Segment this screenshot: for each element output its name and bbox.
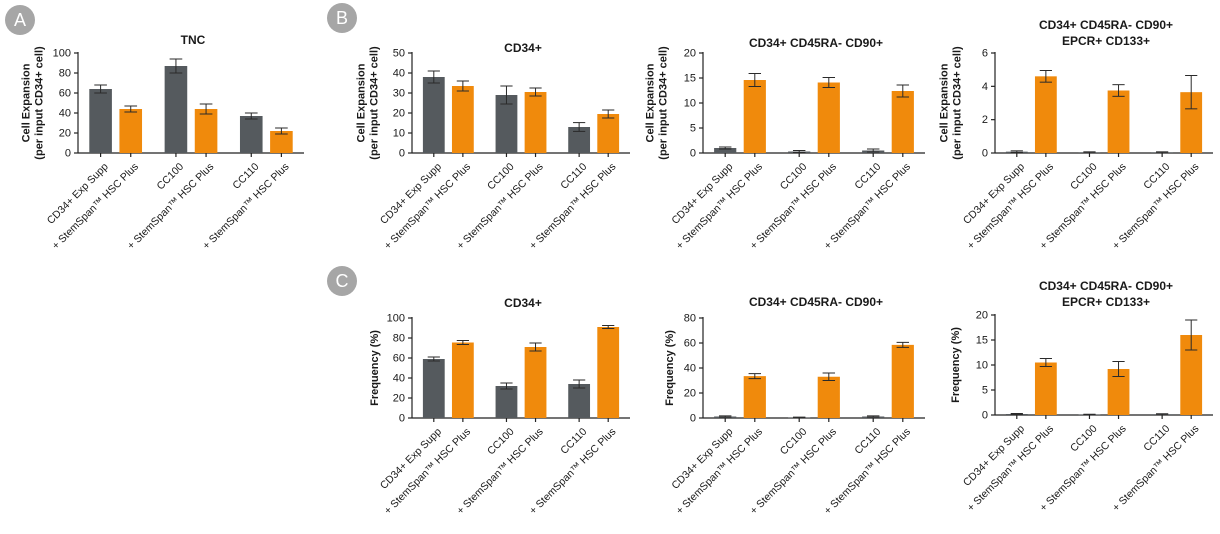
y-axis-label: Frequency (%) (369, 330, 381, 406)
y-tick-label: 50 (393, 48, 405, 60)
bar (495, 386, 518, 418)
y-tick-label: 0 (982, 410, 988, 422)
bar (422, 77, 445, 153)
chart-b-cd90: CD34+ CD45RA- CD90+ Cell Expansion (per in… (644, 36, 925, 252)
y-tick-label: 30 (393, 88, 405, 100)
bar (89, 89, 112, 153)
y-tick-label: 80 (59, 68, 71, 80)
y-tick-label: 20 (393, 108, 405, 120)
y-tick-label: 2 (982, 114, 988, 126)
y-tick-label: 0 (65, 148, 71, 160)
bar (1180, 335, 1203, 415)
y-tick-label: 4 (982, 81, 988, 93)
bar (568, 127, 591, 153)
y-tick-label: 40 (684, 363, 696, 375)
bar (891, 91, 914, 153)
y-tick-label: 10 (976, 360, 988, 372)
bar (597, 114, 620, 153)
bar (524, 347, 547, 418)
bar (1034, 362, 1057, 415)
bar (568, 384, 591, 418)
bar (524, 92, 547, 153)
bar (891, 344, 914, 418)
y-axis-label: Frequency (%) (950, 327, 962, 403)
y-tick-label: 5 (982, 385, 988, 397)
y-tick-label: 0 (982, 148, 988, 160)
y-axis-label: Cell Expansion (20, 63, 32, 142)
y-tick-label: 10 (393, 128, 405, 140)
y-tick-label: 40 (393, 68, 405, 80)
bar (817, 376, 840, 418)
y-tick-label: 15 (976, 335, 988, 347)
y-tick-label: 0 (690, 413, 696, 425)
chart-b-cd34: CD34+ Cell Expansion (per input CD34+ cell… (355, 41, 630, 252)
chart-b-epcr: CD34+ CD45RA- CD90+ EPCR+ CD133+ Cell Expa… (938, 18, 1213, 252)
bar (1107, 90, 1130, 153)
bar (743, 80, 766, 153)
y-tick-label: 20 (684, 388, 696, 400)
y-tick-label: 15 (684, 73, 696, 85)
y-tick-label: 0 (690, 148, 696, 160)
bar (164, 66, 188, 153)
bar (119, 109, 143, 153)
bar (451, 86, 474, 153)
y-axis-label: (per input CD34+ cell) (33, 46, 45, 160)
y-tick-label: 80 (684, 313, 696, 325)
bar (1107, 369, 1130, 415)
bar (495, 95, 518, 153)
chart-title: CD34+ (504, 296, 542, 310)
y-axis-label: Cell Expansion (644, 63, 656, 142)
y-tick-label: 20 (976, 310, 988, 322)
chart-c-cd90: CD34+ CD45RA- CD90+ Frequency (%) 0 20 40 60 8… (664, 295, 925, 517)
chart-a-tnc: TNC Cell Expansion (per input CD34+ cell) 0… (20, 33, 304, 252)
chart-title: CD34+ CD45RA- CD90+ (1039, 18, 1173, 32)
chart-title: TNC (181, 33, 206, 47)
y-tick-label: 60 (393, 353, 405, 365)
chart-title: CD34+ CD45RA- CD90+ (749, 295, 883, 309)
bar (743, 376, 766, 418)
bar (270, 131, 293, 153)
chart-title: EPCR+ CD133+ (1062, 34, 1150, 48)
y-tick-label: 40 (393, 373, 405, 385)
y-axis-label: Cell Expansion (355, 63, 367, 142)
bar (817, 82, 840, 153)
panel-badge-a: A (5, 5, 35, 35)
y-tick-label: 60 (684, 338, 696, 350)
y-tick-label: 0 (399, 413, 405, 425)
chart-title: EPCR+ CD133+ (1062, 295, 1150, 309)
y-axis-label: (per input CD34+ cell) (368, 46, 380, 160)
y-tick-label: 100 (53, 48, 71, 60)
y-axis-label: (per input CD34+ cell) (951, 46, 963, 160)
chart-c-epcr: CD34+ CD45RA- CD90+ EPCR+ CD133+ Frequency… (950, 279, 1213, 514)
y-axis-label: (per input CD34+ cell) (657, 46, 669, 160)
y-axis-label: Frequency (%) (664, 330, 676, 406)
panel-badge-b: B (327, 3, 357, 33)
y-tick-label: 6 (982, 48, 988, 60)
y-tick-label: 100 (387, 313, 405, 325)
y-tick-label: 20 (59, 128, 71, 140)
bar (194, 109, 218, 153)
bar (1034, 76, 1057, 153)
y-tick-label: 60 (59, 88, 71, 100)
bar (1180, 92, 1203, 153)
y-tick-label: 40 (59, 108, 71, 120)
y-tick-label: 20 (684, 48, 696, 60)
chart-title: CD34+ CD45RA- CD90+ (749, 36, 883, 50)
y-tick-label: 10 (684, 98, 696, 110)
bar (239, 116, 263, 153)
bar (714, 148, 737, 153)
y-tick-label: 0 (399, 148, 405, 160)
bar (422, 359, 445, 418)
chart-title: CD34+ (504, 41, 542, 55)
y-axis-label: Cell Expansion (938, 63, 950, 142)
panel-badge-c: C (327, 266, 357, 296)
bar (597, 327, 620, 418)
chart-title: CD34+ CD45RA- CD90+ (1039, 279, 1173, 293)
y-tick-label: 5 (690, 123, 696, 135)
bar (451, 342, 474, 418)
y-tick-label: 20 (393, 393, 405, 405)
y-tick-label: 80 (393, 333, 405, 345)
